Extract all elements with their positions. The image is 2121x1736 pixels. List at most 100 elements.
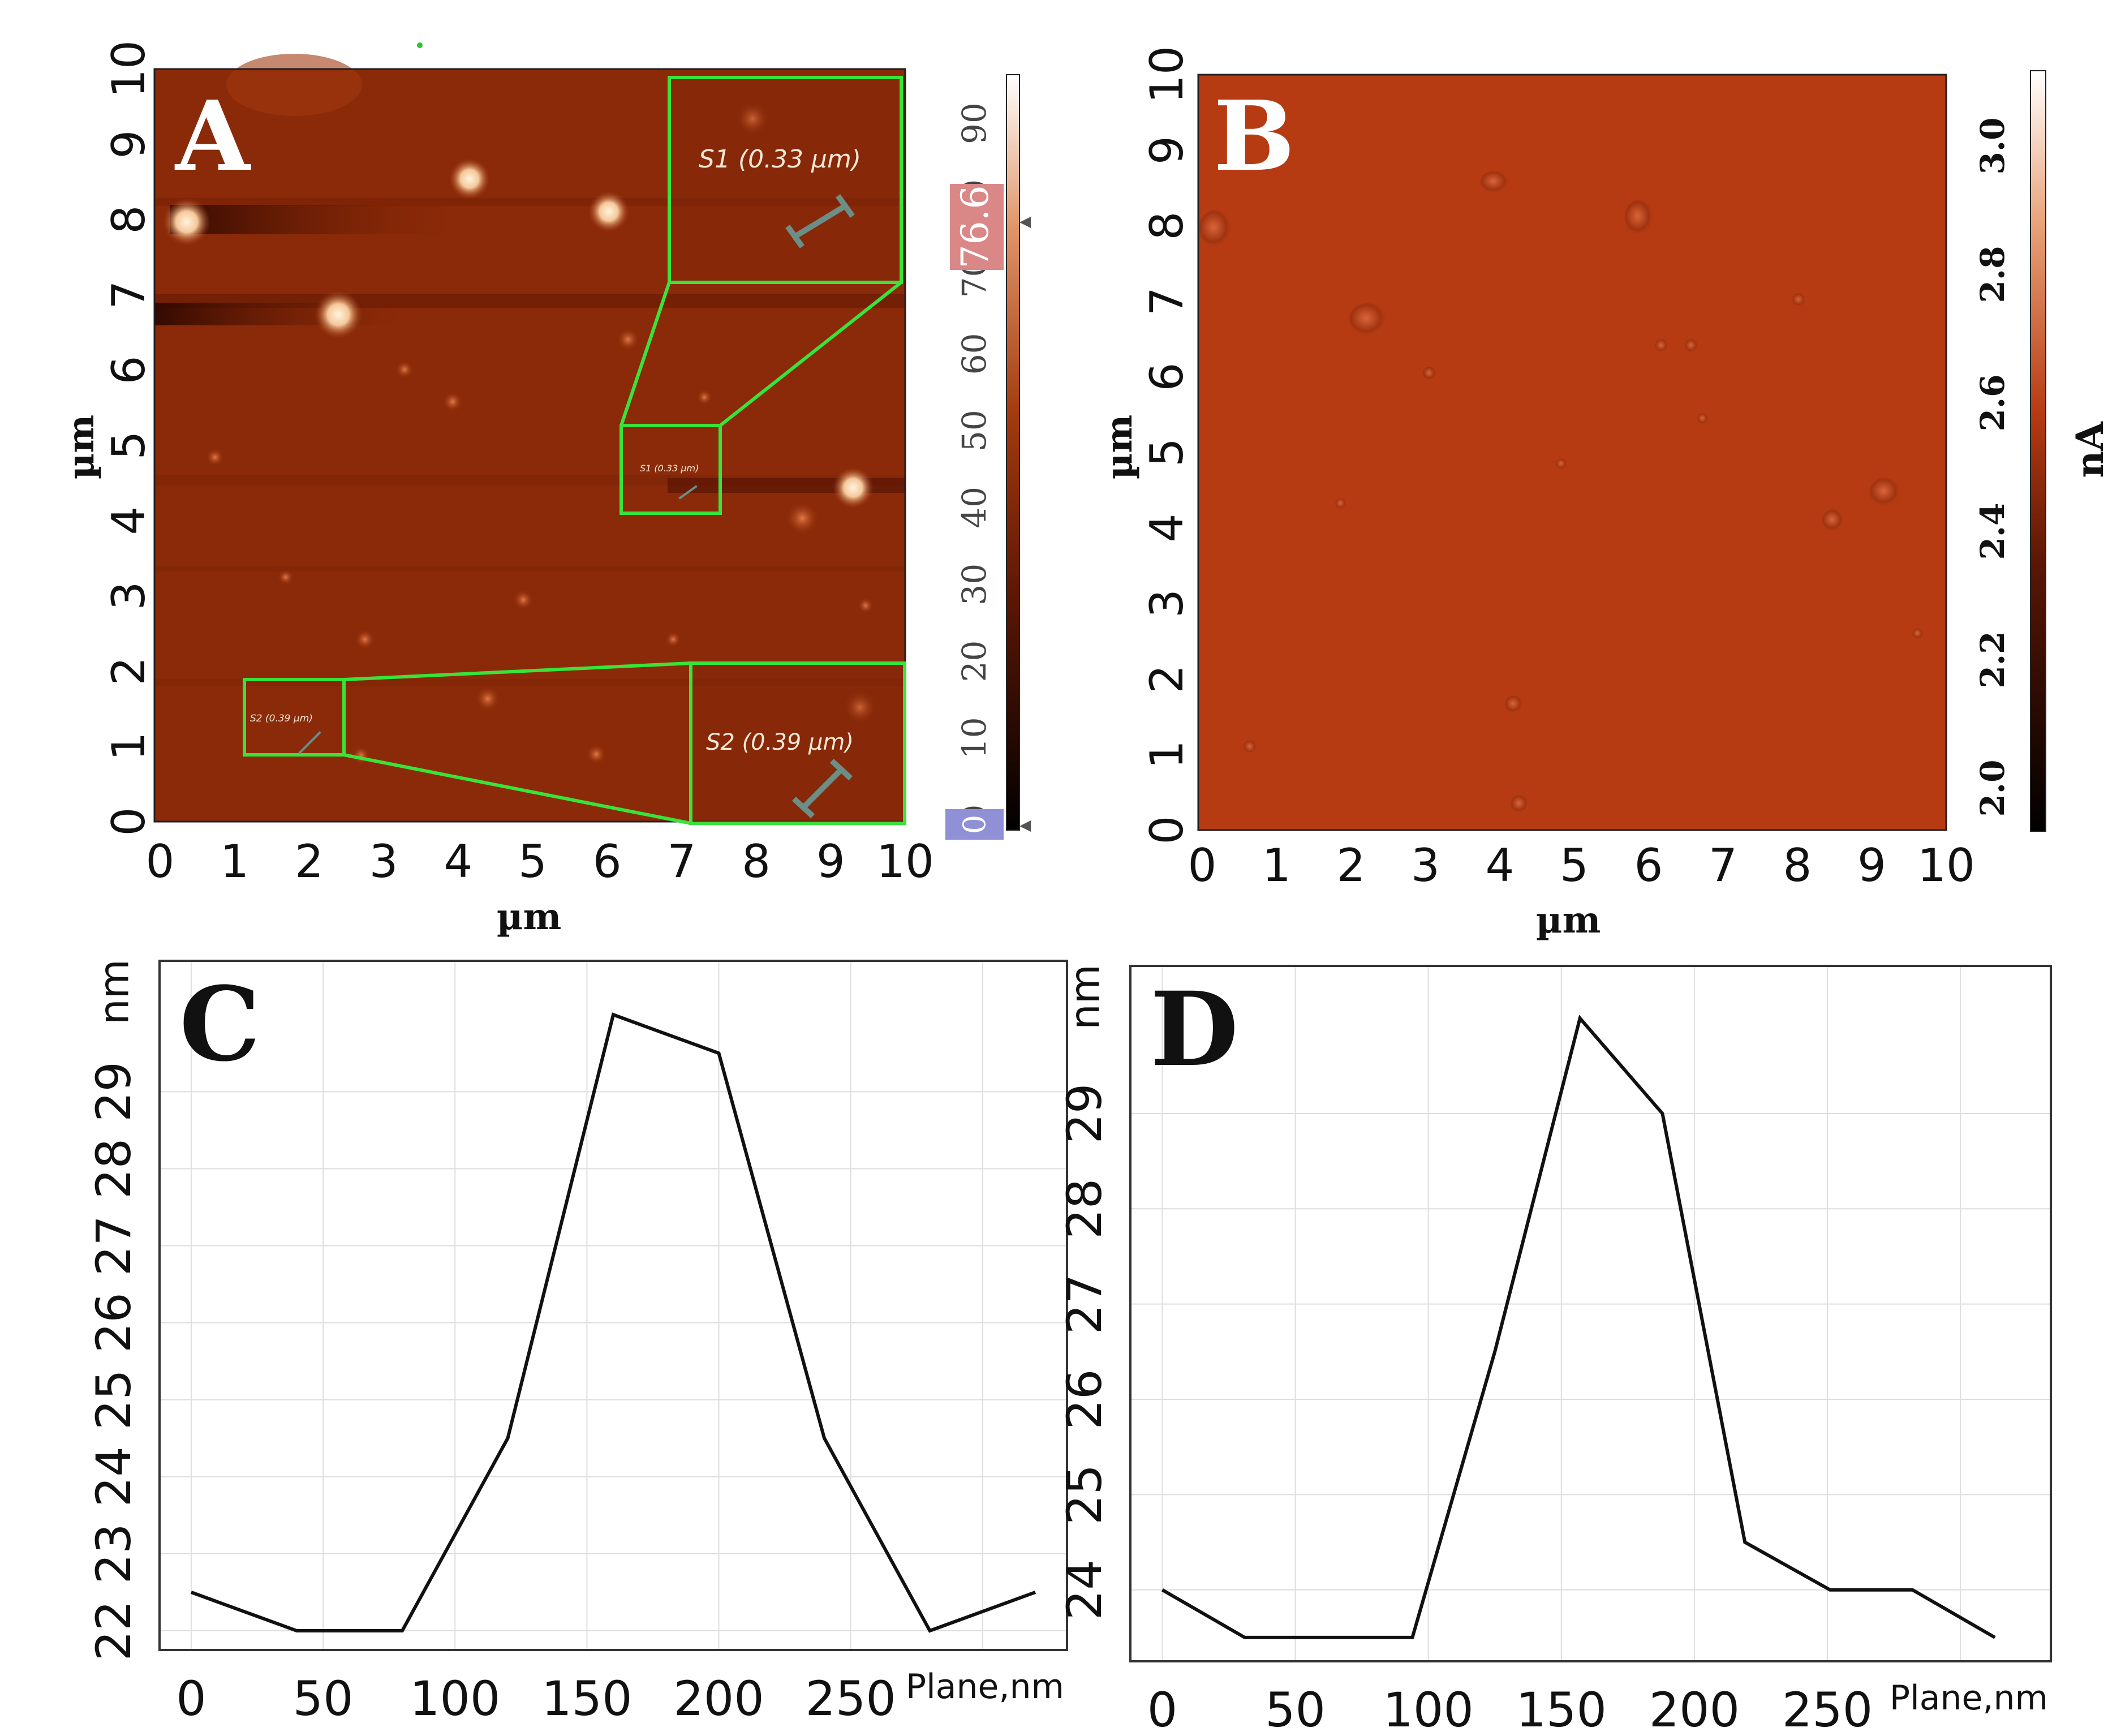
x-tick-label: 9 [1857, 839, 1886, 892]
panel-a-x-ticks: 0 1 2 3 4 5 6 7 8 9 10 [146, 835, 934, 888]
inset-s1-connector [619, 282, 671, 426]
particle [475, 686, 500, 711]
x-tick-label: 0 [1147, 1682, 1177, 1736]
y-tick-label: 8 [1141, 212, 1193, 240]
y-tick-label: 1 [1141, 740, 1193, 769]
x-tick-label: 7 [667, 835, 696, 888]
current-feature [1244, 740, 1257, 754]
y-tick-label: 0 [102, 807, 155, 836]
x-tick-label: 7 [1709, 839, 1737, 892]
y-tick-label: 10 [1141, 46, 1193, 104]
current-feature [1655, 339, 1668, 353]
colorbar-min-pointer [1019, 820, 1031, 832]
x-tick-label: 8 [1783, 839, 1812, 892]
y-tick-label: 7 [1141, 287, 1193, 316]
x-tick-label: 6 [1634, 839, 1663, 892]
x-tick-label: 10 [876, 835, 934, 888]
panel-a-ylabel: µm [60, 415, 102, 480]
artifact-dot [417, 42, 423, 48]
colorbar-tick-label: 30 [955, 564, 993, 605]
particle [843, 690, 877, 724]
colorbar-marker-value: 76.6 [953, 186, 997, 269]
y-tick-label: 28 [1057, 1179, 1112, 1239]
current-feature [1198, 210, 1232, 248]
colorbar-marker-pointer [1019, 217, 1031, 228]
colorbar-tick-label: 60 [955, 333, 993, 375]
colorbar-tick-label: 3.0 [1973, 118, 2012, 175]
y-tick-label: 25 [86, 1369, 141, 1430]
colorbar-tick-label: 2.2 [1973, 631, 2012, 689]
profile-line [1161, 1015, 1996, 1639]
panel-a-texture [154, 54, 905, 686]
y-tick-label: 9 [1141, 136, 1193, 165]
y-tick-label: 23 [86, 1523, 141, 1584]
chart-ylabel: nm [91, 959, 138, 1025]
colorbar-tick-label: 40 [955, 487, 993, 528]
x-tick-label: 5 [518, 835, 547, 888]
inset-s2-connector [343, 753, 691, 825]
y-tick-label: 10 [102, 40, 155, 98]
x-tick-label: 3 [369, 835, 398, 888]
bright-particle [588, 191, 629, 232]
y-tick-label: 22 [86, 1601, 141, 1661]
particle [858, 598, 874, 613]
panel-letter: D [1150, 970, 1238, 1089]
inset-s2 [243, 661, 906, 825]
x-tick-label: 250 [1782, 1682, 1873, 1736]
x-tick-label: 100 [410, 1671, 500, 1726]
chart-xlabel: Plane,nm [1890, 1678, 2048, 1718]
x-tick-label: 1 [1262, 839, 1291, 892]
panel-b-ylabel: µm [1098, 415, 1141, 480]
y-tick-label: 6 [102, 356, 155, 385]
x-tick-label: 50 [1265, 1682, 1326, 1736]
x-tick-label: 150 [1516, 1682, 1607, 1736]
panel-c-chart: 0 50 100 150 200 250 Plane,nm 22 23 24 25 26 27 28 29 n… [86, 959, 1068, 1726]
panel-b-letter: B [1214, 80, 1295, 193]
x-tick-label: 5 [1560, 839, 1589, 892]
y-tick-label: 6 [1141, 363, 1193, 392]
bright-particle [785, 501, 819, 535]
y-tick-label: 5 [102, 431, 155, 460]
inset-s2-large-box [689, 661, 906, 825]
chart-grid [1130, 966, 2051, 1661]
y-tick-label: 27 [86, 1215, 141, 1276]
inset-s1-large-label: S1 (0.33 µm) [699, 145, 861, 174]
panel-b-x-ticks: 0 1 2 3 4 5 6 7 8 9 10 [1188, 839, 1975, 892]
inset-s1-small-label: S1 (0.33 µm) [640, 463, 699, 474]
x-tick-label: 100 [1383, 1682, 1473, 1736]
colorbar-tick-label: 2.6 [1973, 375, 2012, 432]
x-tick-label: 8 [742, 835, 771, 888]
colorbar-min-box [945, 809, 1004, 840]
x-tick-label: 1 [220, 835, 249, 888]
segment-s1-large [791, 202, 849, 240]
current-feature [1869, 478, 1901, 507]
panel-b-colorbar-scale [2030, 70, 2046, 832]
inset-s1-large-box [668, 76, 903, 284]
panel-a-y-ticks: 0 1 2 3 4 5 6 7 8 9 10 [102, 40, 155, 836]
y-tick-label: 26 [86, 1292, 141, 1353]
chart-xlabel: Plane,nm [906, 1667, 1064, 1707]
colorbar-tick-label: 50 [955, 410, 993, 452]
panel-a-height-map [154, 69, 905, 822]
y-tick-label: 4 [1141, 514, 1193, 543]
colorbar-tick-label: 90 [955, 102, 993, 144]
y-tick-label: 29 [1057, 1084, 1112, 1144]
particle [355, 629, 375, 650]
current-feature [1511, 795, 1529, 813]
inset-s2-connector [343, 661, 691, 681]
y-tick-label: 7 [102, 281, 155, 310]
panel-a-frame [153, 68, 906, 823]
current-feature [1697, 413, 1709, 424]
bright-particle [315, 291, 362, 338]
x-tick-label: 2 [1337, 839, 1366, 892]
colorbar-tick-label: 2.8 [1973, 246, 2012, 303]
y-tick-label: 27 [1057, 1274, 1112, 1334]
segment-s2-large [799, 765, 846, 812]
y-tick-label: 5 [1141, 438, 1193, 467]
y-tick-label: 24 [1057, 1559, 1112, 1620]
panel-a-colorbar: 0102030405060708090 76.6 0 [945, 74, 1031, 840]
current-feature [1556, 458, 1567, 470]
particle [513, 590, 534, 610]
x-tick-label: 4 [1486, 839, 1515, 892]
particle [696, 389, 712, 405]
